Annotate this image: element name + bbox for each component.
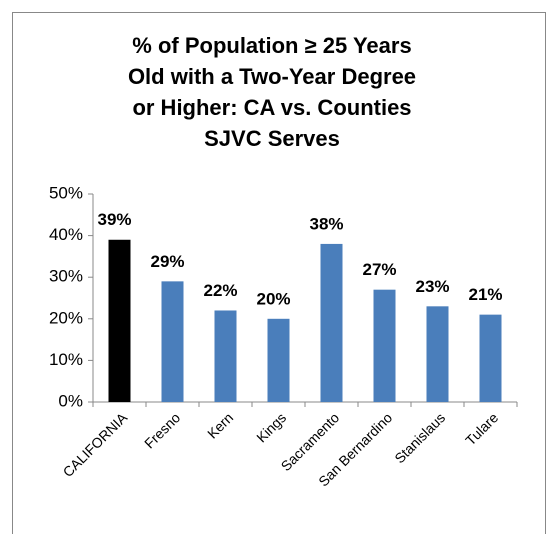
bar [161,281,184,402]
bar [267,318,290,402]
value-label: 29% [150,252,184,271]
value-label: 23% [415,277,449,296]
chart-title: Old with a Two-Year Degree [128,64,416,89]
x-tick-label: Fresno [141,409,183,451]
y-tick-label: 20% [49,308,83,327]
y-tick-label: 30% [49,267,83,286]
y-tick-label: 10% [49,350,83,369]
bar [320,243,343,402]
y-tick-label: 50% [49,183,83,202]
bar [426,306,449,402]
value-label: 21% [468,285,502,304]
chart-border [12,12,546,534]
value-label: 22% [203,281,237,300]
x-tick-label: CALIFORNIA [60,409,131,480]
y-tick-label: 0% [58,391,83,410]
value-label: 27% [362,260,396,279]
x-tick-label: Kings [253,409,289,445]
value-label: 39% [97,210,131,229]
bar [373,289,396,402]
chart-title: SJVC Serves [204,126,340,151]
bar [108,239,131,402]
x-tick-label: Stanislaus [391,409,448,466]
bar [479,314,502,402]
chart-title: % of Population ≥ 25 Years [132,33,411,58]
y-tick-label: 40% [49,225,83,244]
x-tick-label: Kern [204,409,236,441]
chart-title: or Higher: CA vs. Counties [132,95,411,120]
value-label: 20% [256,289,290,308]
bar [214,310,237,402]
value-label: 38% [309,214,343,233]
x-tick-label: Tulare [462,409,501,448]
